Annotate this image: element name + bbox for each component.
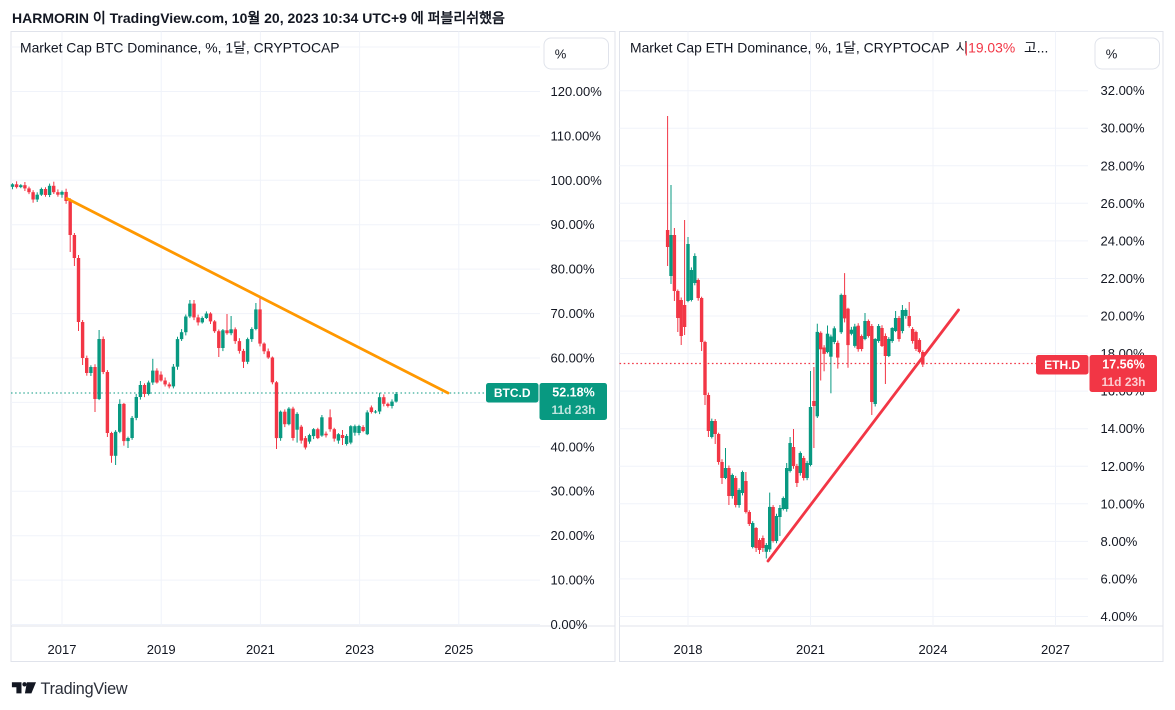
- svg-text:30.00%: 30.00%: [1101, 121, 1146, 136]
- svg-text:70.00%: 70.00%: [551, 306, 596, 321]
- svg-text:2023: 2023: [345, 642, 374, 657]
- svg-text:80.00%: 80.00%: [551, 262, 596, 277]
- svg-text:8.00%: 8.00%: [1101, 534, 1138, 549]
- svg-text:2021: 2021: [796, 642, 825, 657]
- svg-text:2027: 2027: [1041, 642, 1070, 657]
- svg-text:시: 시: [956, 40, 969, 56]
- svg-text:17.56%: 17.56%: [1102, 358, 1144, 372]
- svg-text:10.00%: 10.00%: [551, 573, 596, 588]
- svg-text:24.00%: 24.00%: [1101, 233, 1146, 248]
- svg-text:2025: 2025: [444, 642, 473, 657]
- svg-text:52.18%: 52.18%: [552, 386, 594, 400]
- svg-text:26.00%: 26.00%: [1101, 196, 1146, 211]
- svg-text:90.00%: 90.00%: [551, 217, 596, 232]
- svg-text:HARMORIN 이 TradingView.com, 10: HARMORIN 이 TradingView.com, 10월 20, 2023…: [12, 10, 505, 26]
- svg-text:12.00%: 12.00%: [1101, 459, 1146, 474]
- svg-text:ETH.D: ETH.D: [1044, 358, 1080, 372]
- svg-text:20.00%: 20.00%: [551, 528, 596, 543]
- svg-text:28.00%: 28.00%: [1101, 158, 1146, 173]
- svg-text:BTC.D: BTC.D: [494, 386, 531, 400]
- svg-text:2017: 2017: [48, 642, 77, 657]
- svg-text:120.00%: 120.00%: [551, 84, 603, 99]
- svg-text:22.00%: 22.00%: [1101, 271, 1146, 286]
- svg-text:4.00%: 4.00%: [1101, 609, 1138, 624]
- svg-text:%: %: [1106, 47, 1118, 62]
- svg-text:2024: 2024: [919, 642, 948, 657]
- svg-text:110.00%: 110.00%: [551, 128, 602, 143]
- svg-text:Market Cap ETH Dominance, %, 1: Market Cap ETH Dominance, %, 1달, CRYPTOC…: [630, 40, 950, 56]
- svg-text:30.00%: 30.00%: [551, 484, 596, 499]
- svg-text:32.00%: 32.00%: [1101, 83, 1146, 98]
- svg-text:11d 23h: 11d 23h: [1101, 375, 1145, 389]
- svg-text:Market Cap BTC Dominance, %, 1: Market Cap BTC Dominance, %, 1달, CRYPTOC…: [20, 40, 340, 56]
- svg-text:60.00%: 60.00%: [551, 351, 596, 366]
- svg-text:2019: 2019: [147, 642, 176, 657]
- svg-text:0.00%: 0.00%: [551, 617, 588, 632]
- svg-text:2018: 2018: [674, 642, 703, 657]
- svg-text:6.00%: 6.00%: [1101, 571, 1138, 586]
- svg-text:10.00%: 10.00%: [1101, 496, 1146, 511]
- svg-text:14.00%: 14.00%: [1101, 421, 1146, 436]
- svg-text:%: %: [555, 47, 567, 62]
- svg-text:TradingView: TradingView: [41, 680, 128, 698]
- svg-text:20.00%: 20.00%: [1101, 309, 1146, 324]
- svg-text:11d 23h: 11d 23h: [551, 403, 595, 417]
- svg-text:100.00%: 100.00%: [551, 173, 603, 188]
- svg-text:고...: 고...: [1024, 40, 1048, 56]
- svg-text:2021: 2021: [246, 642, 275, 657]
- svg-text:|19.03%: |19.03%: [965, 40, 1016, 56]
- svg-text:40.00%: 40.00%: [551, 439, 596, 454]
